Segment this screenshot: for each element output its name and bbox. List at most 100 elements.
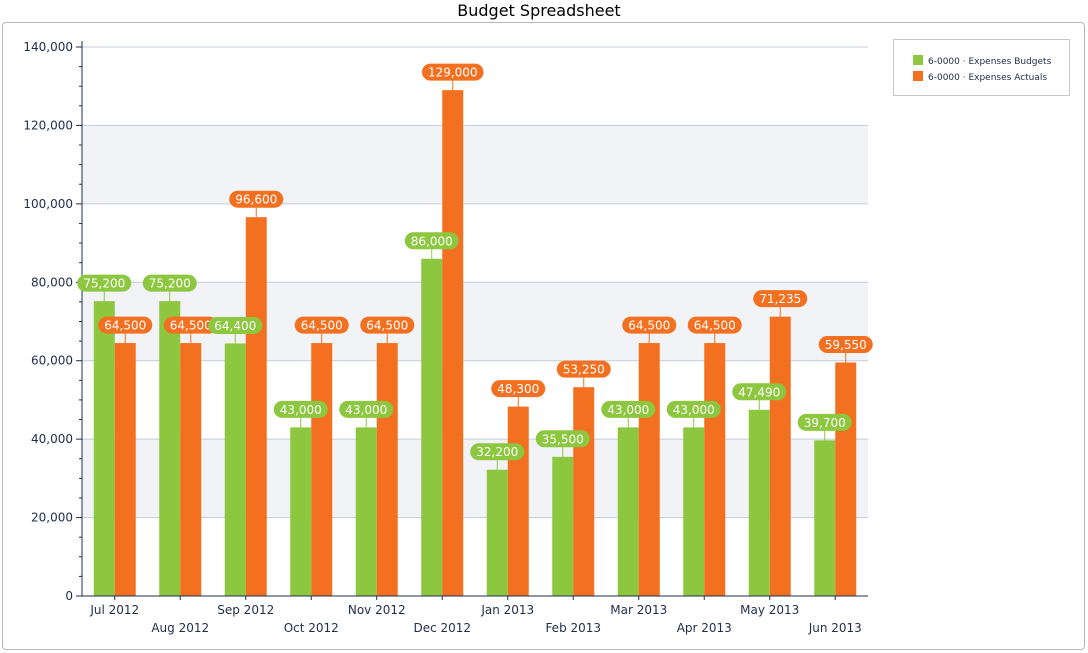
bar-budget <box>93 301 115 596</box>
x-tick-label: Dec 2012 <box>413 621 471 635</box>
data-label-text: 75,200 <box>83 277 125 291</box>
data-label-text: 43,000 <box>607 403 649 417</box>
legend-swatch-budgets <box>913 55 923 65</box>
data-label-actual: 53,250 <box>556 360 611 388</box>
data-label-text: 129,000 <box>428 66 478 80</box>
data-label-pill <box>142 274 197 292</box>
data-label-text: 64,500 <box>366 319 408 333</box>
data-label-pill <box>360 316 415 334</box>
data-label-budget: 39,700 <box>797 413 852 441</box>
y-tick-label: 80,000 <box>31 275 73 289</box>
chart-title: Budget Spreadsheet <box>457 1 621 20</box>
data-label-pill <box>98 316 153 334</box>
bar-actual <box>114 343 136 596</box>
data-label-text: 64,500 <box>170 319 212 333</box>
bar-actual <box>507 406 529 596</box>
data-label-text: 86,000 <box>411 234 453 248</box>
data-label-pill <box>687 316 742 334</box>
x-tick-label: Mar 2013 <box>610 603 667 617</box>
y-tick-label: 140,000 <box>23 40 73 54</box>
data-label-pill <box>208 316 263 334</box>
data-label-text: 59,550 <box>825 338 867 352</box>
bar-budget <box>224 343 246 596</box>
data-label-pill <box>470 443 525 461</box>
legend-label-budgets: 6-0000 · Expenses Budgets <box>928 57 1052 67</box>
data-label-text: 35,500 <box>542 432 584 446</box>
data-label-budget: 47,490 <box>732 383 787 410</box>
data-label-pill <box>622 316 677 334</box>
data-label-text: 48,300 <box>497 382 539 396</box>
data-label-text: 71,235 <box>759 292 801 306</box>
data-label-actual: 64,500 <box>98 316 153 344</box>
bar-actual <box>835 362 857 596</box>
x-tick-label: Oct 2012 <box>284 621 339 635</box>
x-tick-label: Nov 2012 <box>348 603 406 617</box>
data-label-actual: 129,000 <box>421 63 484 91</box>
data-label-pill <box>818 335 873 353</box>
data-label-actual: 96,600 <box>229 190 284 218</box>
data-label-budget: 75,200 <box>142 274 197 302</box>
data-label-pill <box>421 63 484 81</box>
data-label-budget: 35,500 <box>535 430 590 457</box>
bar-budget <box>355 427 377 596</box>
data-label-text: 64,500 <box>104 319 146 333</box>
bar-actual <box>573 387 595 596</box>
x-tick-label: Apr 2013 <box>677 621 732 635</box>
bar-actual <box>311 343 333 596</box>
y-tick-label: 120,000 <box>23 118 73 132</box>
legend-swatch-actuals <box>913 71 923 81</box>
grid-lines <box>82 46 868 519</box>
data-label-budget: 43,000 <box>273 400 328 428</box>
data-label-budget: 32,200 <box>470 443 525 470</box>
data-label-actual: 64,500 <box>687 316 742 344</box>
legend-item-actuals: 6-0000 · Expenses Actuals <box>913 71 1047 84</box>
bar-budget <box>814 440 836 596</box>
y-tick-label: 20,000 <box>31 511 73 525</box>
data-label-budget: 43,000 <box>666 400 721 428</box>
data-label-pill <box>601 400 656 418</box>
bar-budget <box>290 427 312 596</box>
data-label-text: 75,200 <box>149 277 191 291</box>
data-label-budget: 43,000 <box>601 400 656 428</box>
data-label-pill <box>491 380 546 398</box>
chart-frame <box>2 22 1085 650</box>
data-label-text: 64,500 <box>301 319 343 333</box>
axes <box>76 41 868 600</box>
data-label-pill <box>77 274 132 292</box>
data-label-pill <box>163 316 218 334</box>
data-label-text: 64,400 <box>214 319 256 333</box>
data-label-text: 43,000 <box>280 403 322 417</box>
bar-budget <box>617 427 639 596</box>
data-label-text: 64,500 <box>694 319 736 333</box>
bar-budget <box>748 409 770 596</box>
x-tick-label: Sep 2012 <box>217 603 274 617</box>
data-label-pill <box>797 413 852 431</box>
data-label-actual: 59,550 <box>818 335 873 363</box>
y-tick-label: 0 <box>65 589 73 603</box>
data-label-text: 53,250 <box>563 363 605 377</box>
y-tick-label: 60,000 <box>31 354 73 368</box>
data-label-budget: 43,000 <box>339 400 394 428</box>
data-label-text: 32,200 <box>476 445 518 459</box>
data-label-budget: 86,000 <box>404 232 459 259</box>
x-tick-label: Jan 2013 <box>480 603 534 617</box>
bar-budget <box>421 258 443 596</box>
legend-label-actuals: 6-0000 · Expenses Actuals <box>928 73 1048 83</box>
data-label-text: 64,500 <box>628 319 670 333</box>
data-label-pill <box>229 190 284 208</box>
data-label-actual: 64,500 <box>294 316 349 344</box>
data-label-text: 43,000 <box>673 403 715 417</box>
data-label-text: 47,490 <box>738 385 780 399</box>
bar-actual <box>704 343 726 596</box>
y-tick-labels: 0 20,000 40,000 60,000 80,000 100,000 120,000 1… <box>23 40 73 603</box>
bar-actual <box>376 343 398 596</box>
x-tick-labels: Jul 2012 Aug 2012 Sep 2012 Oct 2012 Nov 2012… <box>89 603 861 635</box>
bar-actual <box>180 343 202 596</box>
data-label-pill <box>753 290 808 308</box>
data-label-text: 43,000 <box>345 403 387 417</box>
data-label-pill <box>294 316 349 334</box>
data-label-pill <box>666 400 721 418</box>
bar-actual <box>769 316 791 596</box>
